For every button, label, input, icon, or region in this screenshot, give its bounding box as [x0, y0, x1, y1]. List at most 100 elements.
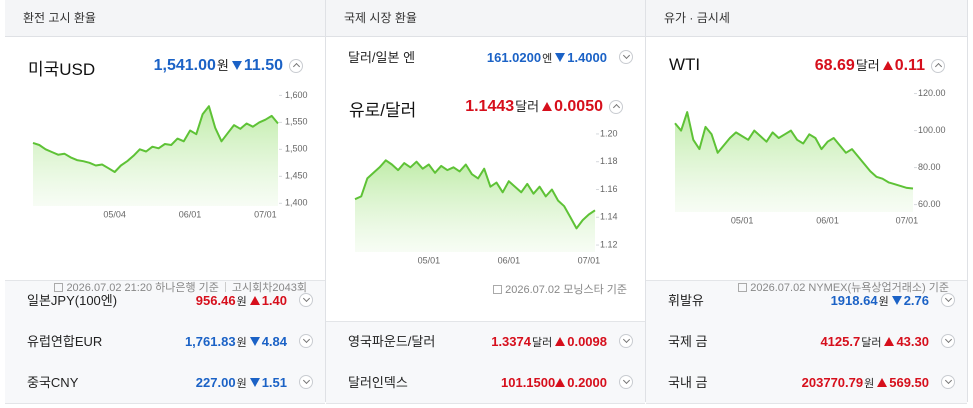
unit: 달러: [531, 337, 553, 349]
change-value: 0.0098: [567, 334, 607, 349]
price: 1,541.00: [153, 57, 216, 74]
change: 569.50: [877, 375, 929, 390]
quote-row: 유럽연합EUR 1,761.83원 4.84: [5, 321, 325, 363]
quote-name: 달러인덱스: [348, 375, 408, 390]
toggle[interactable]: [299, 375, 313, 389]
price-group: 4125.7달러 43.30: [820, 321, 929, 364]
change-value: 569.50: [889, 375, 929, 390]
change-value: 11.50: [243, 57, 283, 74]
change: 0.2000: [555, 375, 607, 390]
toggle[interactable]: [941, 334, 955, 348]
price: 101.1500: [501, 375, 556, 390]
unit: 원: [236, 337, 247, 349]
footnote-source: NYMEX(뉴욕상업거래소) 기준: [808, 282, 949, 294]
quote-name: 휘발유: [668, 293, 704, 308]
arrow-up: [877, 378, 888, 387]
change: 2.76: [891, 293, 929, 308]
column: 국제 시장 환율 달러/일본 엔 161.0200엔 1.4000 영국파운드/달러 1.…: [326, 0, 646, 404]
arrow-up: [555, 337, 566, 346]
quote-name: 유럽연합EUR: [27, 334, 103, 349]
toggle[interactable]: [619, 334, 633, 348]
change-value: 1.51: [261, 375, 287, 390]
change: 11.50: [231, 57, 283, 74]
unit: 달러: [855, 58, 880, 73]
quote-row: 영국파운드/달러 1.3374달러 0.0098: [326, 321, 645, 363]
change: 1.4000: [555, 50, 607, 65]
column-header: 유가 · 금시세: [646, 0, 967, 37]
price: 68.69: [814, 57, 855, 74]
arrow-up: [542, 102, 553, 111]
unit: 원: [236, 378, 247, 390]
toggle[interactable]: [941, 375, 955, 389]
quote-row: 달러/일본 엔 161.0200엔 1.4000: [326, 37, 645, 79]
arrow-down: [555, 53, 566, 62]
arrow-down: [231, 61, 242, 70]
toggle[interactable]: [931, 59, 945, 73]
price-group: 1918.64원 2.76: [831, 280, 929, 323]
toggle[interactable]: [619, 375, 633, 389]
unit: 원: [864, 378, 875, 390]
price-group: 1,761.83원 4.84: [185, 321, 287, 364]
footnote-source: 모닝스타 기준: [563, 284, 627, 296]
quote-row: 국제 금 4125.7달러 43.30: [646, 321, 967, 363]
toggle[interactable]: [619, 50, 633, 64]
price: 1,761.83: [184, 334, 236, 349]
column: 유가 · 금시세 휘발유 1918.64원 2.76 국제 금 4125.7달러 43.30…: [646, 0, 968, 404]
change-value: 0.11: [894, 57, 925, 74]
source-icon: [493, 285, 503, 294]
price-group: 161.0200엔 1.4000: [487, 37, 607, 80]
quote-name: 중국CNY: [27, 375, 79, 390]
separator: [224, 282, 226, 292]
toggle[interactable]: [609, 100, 623, 114]
price-group: 956.46원 1.40: [196, 280, 287, 323]
change-value: 2.76: [903, 293, 929, 308]
column-header: 국제 시장 환율: [326, 0, 645, 37]
quote-row: 일본JPY(100엔) 956.46원 1.40: [5, 280, 325, 322]
arrow-down: [891, 296, 902, 305]
footnote-date: 2026.07.02 21:20: [66, 282, 153, 294]
arrow-up: [884, 337, 895, 346]
price-group: 1.3374달러 0.0098: [491, 321, 607, 364]
footnote-extra: 고시회차2043회: [231, 282, 307, 294]
change: 4.84: [249, 334, 287, 349]
unit: 달러: [515, 99, 540, 114]
toggle[interactable]: [289, 59, 303, 73]
quote-name: 달러/일본 엔: [348, 50, 416, 65]
quote-row: 휘발유 1918.64원 2.76: [646, 280, 967, 322]
toggle[interactable]: [941, 293, 955, 307]
main-panel: WTI 68.69달러 0.11 2026.07.02 NYMEX(뉴욕상업거래소) …: [646, 37, 967, 294]
arrow-up: [882, 61, 893, 70]
change: 0.11: [882, 57, 925, 74]
price: 1918.64: [830, 293, 878, 308]
change-value: 43.30: [896, 334, 929, 349]
price: 1.3374: [491, 334, 531, 349]
price-group: 1.1443달러 0.0050: [465, 96, 603, 116]
quote-name: 국내 금: [668, 375, 708, 390]
quote-name: 국제 금: [668, 334, 708, 349]
arrow-down: [249, 378, 260, 387]
footnote: 2026.07.02 21:20 하나은행 기준 고시회차2043회: [54, 279, 307, 295]
change-value: 1.4000: [567, 50, 607, 65]
price-group: 227.00원 1.51: [196, 362, 287, 405]
footnote-date: 2026.07.02: [750, 282, 806, 294]
quote-row: 국내 금 203770.79원 569.50: [646, 362, 967, 404]
toggle[interactable]: [299, 293, 313, 307]
footnote-source: 하나은행 기준: [155, 282, 219, 294]
main-panel: 미국USD 1,541.00원 11.50 2026.07.02 21:20 하나은행…: [5, 37, 325, 294]
arrow-up: [249, 296, 260, 305]
price: 161.0200: [486, 50, 542, 65]
quote-row: 달러인덱스 101.1500 0.2000: [326, 362, 645, 404]
main-name: WTI: [669, 55, 701, 74]
change: 0.0050: [542, 98, 603, 115]
quote-row: 중국CNY 227.00원 1.51: [5, 362, 325, 404]
source-icon: [54, 283, 64, 292]
change: 43.30: [884, 334, 929, 349]
unit: 달러: [861, 337, 882, 349]
toggle[interactable]: [299, 334, 313, 348]
price-group: 101.1500 0.2000: [501, 362, 607, 403]
price: 227.00: [195, 375, 236, 390]
price: 4125.7: [820, 334, 861, 349]
main-name: 유로/달러: [349, 101, 417, 120]
change-value: 0.2000: [567, 375, 607, 390]
